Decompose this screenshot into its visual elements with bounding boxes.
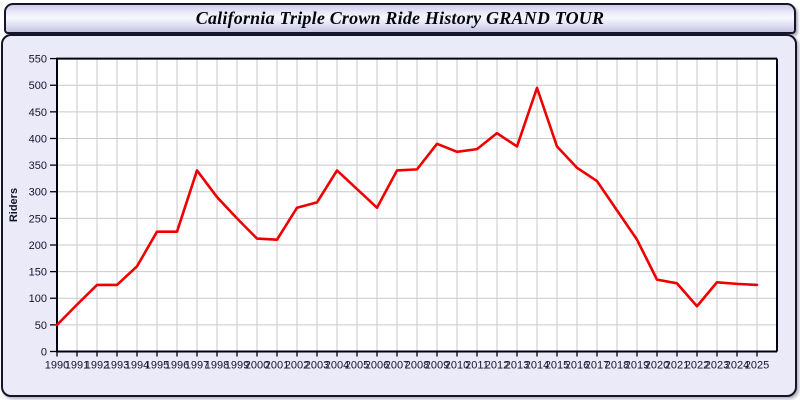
x-tick-label: 2023	[705, 360, 729, 372]
y-tick-label: 350	[29, 160, 47, 172]
x-tick-label: 2009	[425, 360, 449, 372]
page-title: California Triple Crown Ride History GRA…	[195, 8, 605, 28]
x-tick-label: 2004	[325, 360, 349, 372]
x-tick-label: 1997	[185, 360, 209, 372]
x-tick-label: 1995	[145, 360, 169, 372]
x-tick-label: 2021	[665, 360, 689, 372]
y-tick-label: 150	[29, 267, 47, 279]
x-tick-label: 2011	[465, 360, 489, 372]
x-tick-label: 2000	[245, 360, 269, 372]
riders-line-chart: 0501001502002503003504004505005501990199…	[8, 54, 778, 372]
x-tick-label: 2024	[725, 360, 749, 372]
y-tick-label: 50	[35, 320, 47, 332]
x-tick-label: 2012	[485, 360, 509, 372]
x-tick-label: 2019	[625, 360, 649, 372]
x-tick-label: 2010	[445, 360, 469, 372]
x-tick-label: 1992	[85, 360, 109, 372]
y-tick-label: 100	[29, 293, 47, 305]
chart-panel: 0 50 100 150 200 250 300 350 400 450 500 550 1990 199…	[1, 34, 797, 397]
x-tick-label: 2017	[585, 360, 609, 372]
y-tick-label: 450	[29, 107, 47, 119]
x-tick-label: 2008	[405, 360, 429, 372]
y-tick-label: 500	[29, 80, 47, 92]
x-tick-label: 2007	[385, 360, 409, 372]
y-tick-label: 400	[29, 133, 47, 145]
y-tick-label: 300	[29, 187, 47, 199]
x-tick-label: 2016	[565, 360, 589, 372]
y-tick-label: 0	[41, 347, 47, 359]
x-tick-label: 2001	[265, 360, 289, 372]
x-tick-label: 2005	[345, 360, 369, 372]
y-tick-label: 200	[29, 240, 47, 252]
x-tick-label: 1996	[165, 360, 189, 372]
x-tick-label: 2020	[645, 360, 669, 372]
x-tick-label: 1999	[225, 360, 249, 372]
x-tick-label: 2006	[365, 360, 389, 372]
x-tick-label: 1994	[125, 360, 149, 372]
title-bar: California Triple Crown Ride History GRA…	[4, 3, 796, 34]
x-tick-label: 2002	[285, 360, 309, 372]
x-tick-label: 2018	[605, 360, 629, 372]
x-tick-label: 2014	[525, 360, 549, 372]
x-tick-label: 2022	[685, 360, 709, 372]
x-tick-label: 2015	[545, 360, 569, 372]
y-axis-title: Riders	[8, 188, 20, 222]
x-tick-label: 1998	[205, 360, 229, 372]
riders-series-line	[55, 86, 759, 327]
y-tick-label: 250	[29, 213, 47, 225]
x-tick-label: 2013	[505, 360, 529, 372]
y-tick-label: 550	[29, 54, 47, 66]
x-tick-label: 2003	[305, 360, 329, 372]
x-tick-label: 1993	[105, 360, 129, 372]
x-tick-label: 1991	[65, 360, 89, 372]
x-tick-label: 2025	[745, 360, 769, 372]
x-tick-label: 1990	[45, 360, 69, 372]
